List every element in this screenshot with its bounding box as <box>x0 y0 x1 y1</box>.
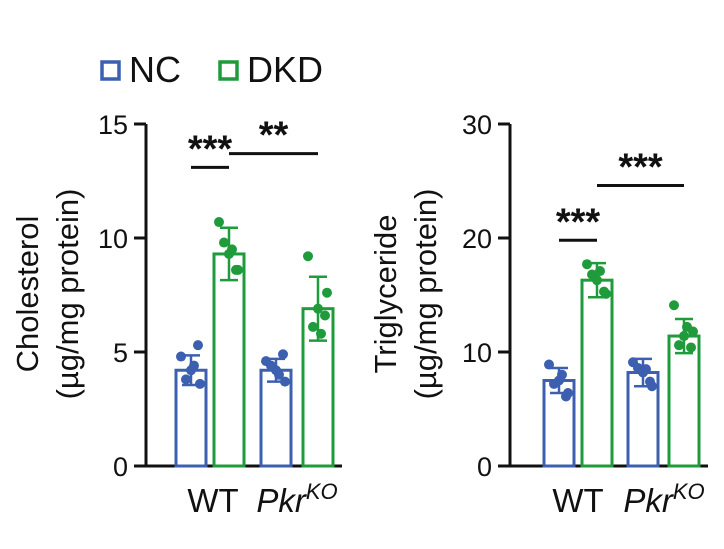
triglyceride-ylabel-line1: Triglyceride <box>368 214 403 373</box>
triglyceride-data-point <box>587 269 597 280</box>
cholesterol-data-point <box>189 360 199 371</box>
cholesterol-data-point <box>274 369 284 380</box>
cholesterol-data-point <box>227 244 237 255</box>
cholesterol-data-point <box>322 287 332 298</box>
triglyceride-ytick-label: 30 <box>462 110 492 140</box>
triglyceride-significance-label: *** <box>556 201 601 243</box>
triglyceride-data-point <box>544 359 554 370</box>
triglyceride-data-point <box>557 369 567 380</box>
cholesterol-data-point <box>303 251 313 262</box>
cholesterol-bar-dkd <box>212 252 246 468</box>
triglyceride-data-point <box>674 340 684 351</box>
cholesterol-significance-label: *** <box>188 128 233 170</box>
triglyceride-bar-dkd <box>580 278 614 468</box>
cholesterol-data-point <box>193 340 203 351</box>
legend: NC DKD <box>100 49 323 90</box>
cholesterol-data-point <box>280 376 290 387</box>
triglyceride-data-point <box>595 266 605 277</box>
triglyceride-data-point <box>549 378 559 389</box>
triglyceride-data-point <box>633 362 643 373</box>
triglyceride-ylabel-line2: (µg/mg protein) <box>408 189 443 400</box>
cholesterol-data-point <box>181 374 191 385</box>
cholesterol-ytick-label: 15 <box>98 110 128 140</box>
cholesterol-data-point <box>195 378 205 389</box>
cholesterol-data-point <box>231 264 241 275</box>
legend-swatch-dkd <box>218 60 239 81</box>
cholesterol-data-point <box>313 303 323 314</box>
triglyceride-data-point <box>686 342 696 353</box>
cholesterol-ytick-label: 0 <box>113 452 128 482</box>
cholesterol-ylabel-line2: (µg/mg protein) <box>50 189 85 400</box>
cholesterol-data-point <box>316 328 326 339</box>
triglyceride-bar-dkd <box>667 334 701 468</box>
cholesterol-category-label: PkrKO <box>256 479 337 519</box>
cholesterol-data-point <box>266 360 276 371</box>
cholesterol-ytick-label: 10 <box>98 224 128 254</box>
triglyceride-data-point <box>641 364 651 375</box>
cholesterol-ylabel-line1: Cholesterol <box>10 216 45 373</box>
legend-label-nc: NC <box>129 49 181 90</box>
cholesterol-ytick-label: 5 <box>113 338 128 368</box>
legend-swatch-nc <box>100 60 121 81</box>
cholesterol-data-point <box>278 349 288 360</box>
triglyceride-data-point <box>679 331 689 342</box>
triglyceride-data-point <box>561 391 571 402</box>
triglyceride-ytick-label: 10 <box>462 338 492 368</box>
triglyceride-significance-label: *** <box>618 147 663 189</box>
legend-label-dkd: DKD <box>247 49 323 90</box>
triglyceride-ytick-label: 0 <box>477 452 492 482</box>
triglyceride-data-point <box>599 286 609 297</box>
triglyceride-category-label: PkrKO <box>623 479 704 519</box>
cholesterol-data-point <box>176 351 186 362</box>
triglyceride-data-point <box>582 259 592 270</box>
cholesterol-category-label: WT <box>187 482 238 519</box>
triglyceride-ytick-label: 20 <box>462 224 492 254</box>
triglyceride-data-point <box>682 321 692 332</box>
cholesterol-data-point <box>320 310 330 321</box>
cholesterol-data-point <box>219 237 229 248</box>
triglyceride-category-label: WT <box>552 482 603 519</box>
cholesterol-data-point <box>214 217 224 228</box>
triglyceride-data-point <box>669 300 679 311</box>
cholesterol-data-point <box>308 321 318 332</box>
triglyceride-data-point <box>645 376 655 387</box>
cholesterol-significance-label: ** <box>259 115 289 157</box>
triglyceride-panel: Triglyceride (µg/mg protein) 0 10 20 30 *** *… <box>368 110 708 519</box>
